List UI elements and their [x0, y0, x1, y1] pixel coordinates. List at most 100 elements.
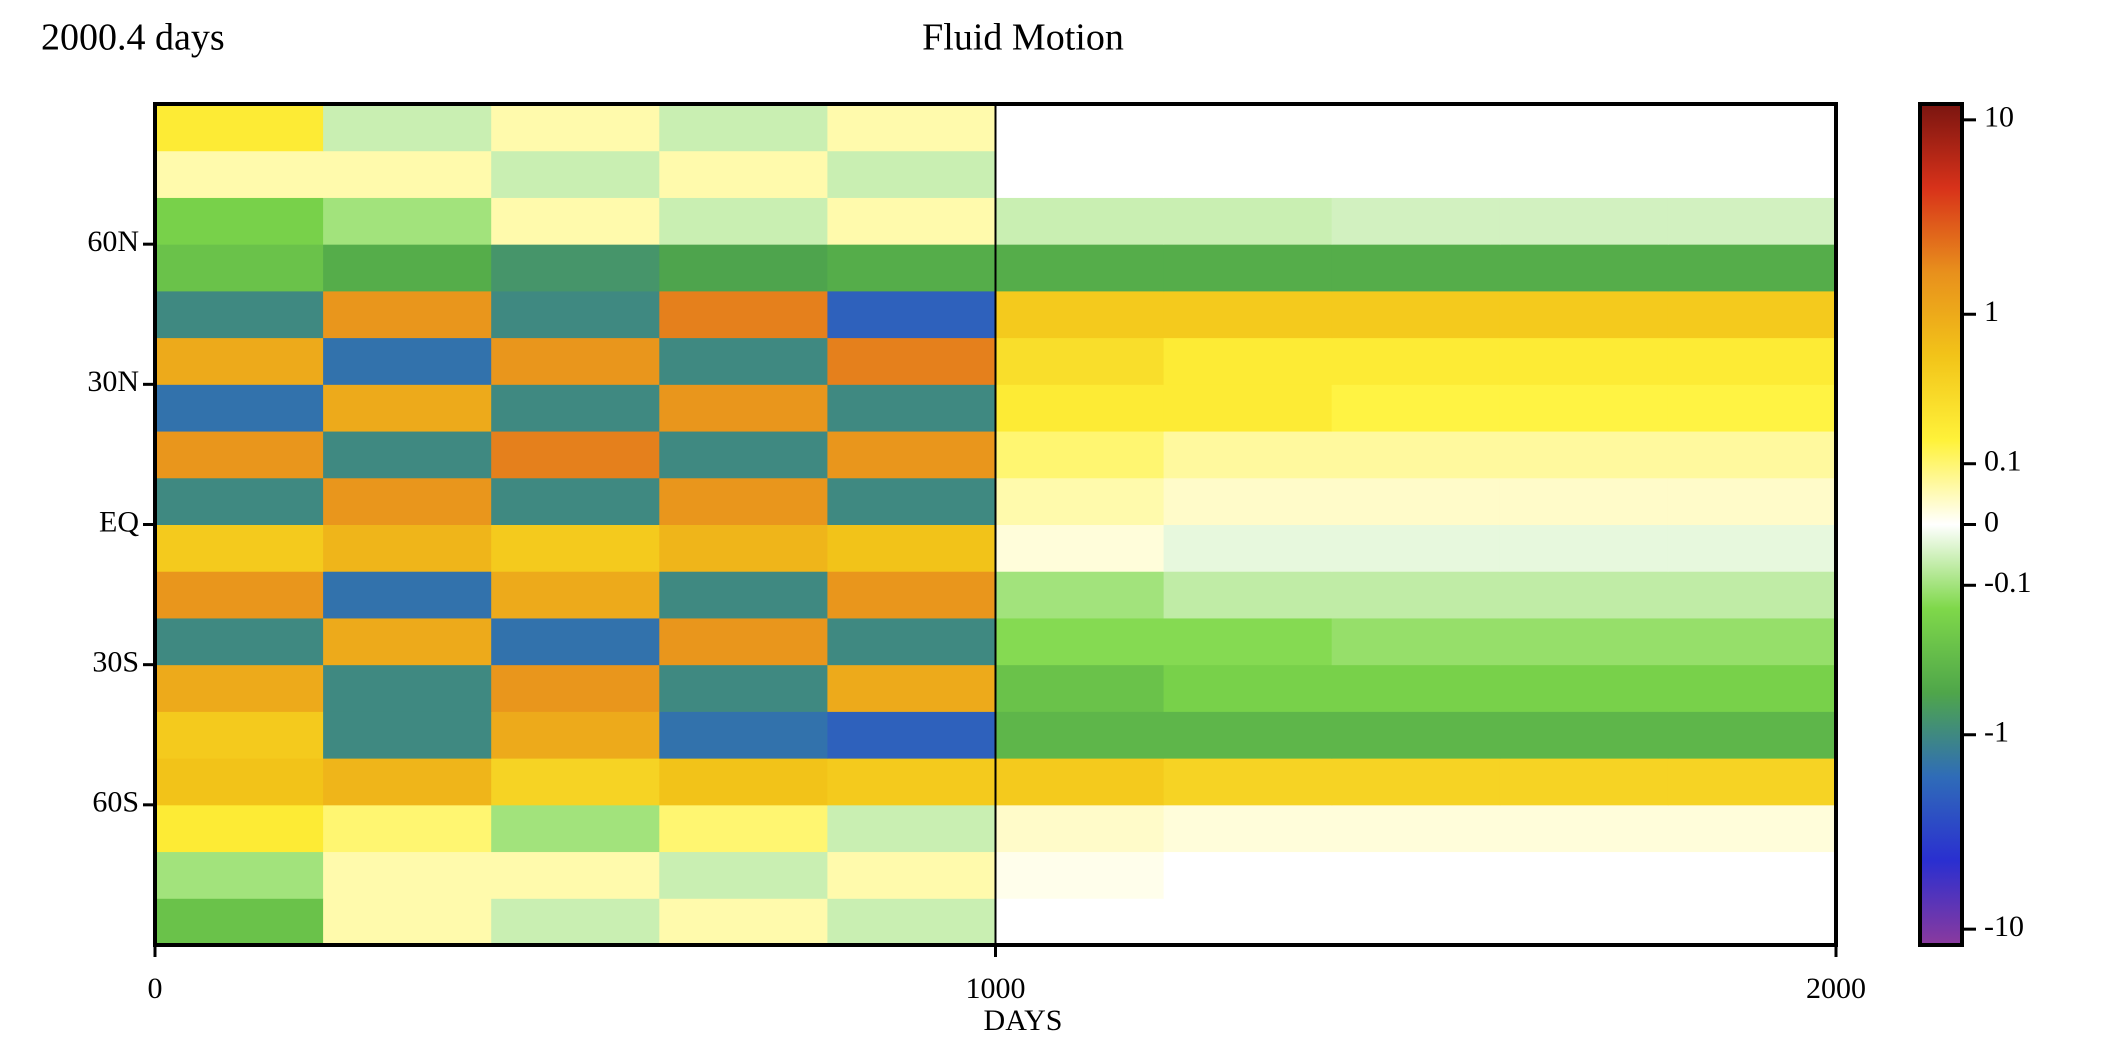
heatmap-cell	[1667, 431, 1837, 479]
heatmap-cell	[1499, 477, 1669, 525]
heatmap-cell	[323, 337, 492, 385]
colorbar-tick-label: 0.1	[1984, 445, 2022, 478]
heatmap-cell	[1163, 431, 1333, 479]
heatmap-cell	[323, 150, 492, 198]
heatmap-cell	[1331, 851, 1501, 899]
heatmap-cell	[1163, 898, 1333, 946]
heatmap-cell	[1499, 758, 1669, 806]
chart-title: Fluid Motion	[922, 17, 1124, 59]
heatmap-cell	[155, 431, 324, 479]
heatmap-cell	[323, 804, 492, 853]
heatmap-cell	[1667, 290, 1837, 339]
heatmap-cell	[323, 617, 492, 666]
y-tick-label: 60S	[92, 786, 139, 819]
heatmap-cell	[827, 571, 996, 619]
x-axis-label: DAYS	[984, 1004, 1063, 1037]
heatmap-cell	[323, 244, 492, 292]
heatmap-cell	[491, 150, 660, 198]
colorbar-tick-label: -0.1	[1984, 566, 2032, 599]
heatmap-cell	[155, 617, 324, 666]
heatmap-cell	[995, 758, 1165, 806]
heatmap-cell	[1499, 337, 1669, 385]
heatmap-cell	[1667, 664, 1837, 712]
heatmap-cell	[491, 337, 660, 385]
heatmap-cell	[491, 290, 660, 339]
heatmap-cell	[491, 571, 660, 619]
heatmap-cell	[491, 197, 660, 245]
heatmap-cell	[995, 898, 1165, 946]
heatmap-cell	[1163, 571, 1333, 619]
heatmap-cell	[1163, 711, 1333, 759]
heatmap-cell	[155, 804, 324, 853]
heatmap-cell	[659, 290, 828, 339]
colorbar-tick-label: 10	[1984, 101, 2014, 134]
heatmap-cell	[1163, 664, 1333, 712]
heatmap-cell	[1331, 711, 1501, 759]
heatmap-cell	[155, 711, 324, 759]
heatmap-cell	[323, 571, 492, 619]
heatmap-cell	[1499, 150, 1669, 198]
heatmap-cell	[155, 197, 324, 245]
heatmap-cell	[1667, 804, 1837, 853]
heatmap-cell	[995, 524, 1165, 572]
colorbar-tick-label: -1	[1984, 716, 2009, 749]
heatmap-cell	[1667, 758, 1837, 806]
heatmap-cell	[995, 384, 1165, 432]
heatmap-cell	[827, 150, 996, 198]
heatmap-cell	[155, 384, 324, 432]
heatmap-cell	[1499, 290, 1669, 339]
heatmap-cell	[323, 758, 492, 806]
x-tick-label: 1000	[966, 972, 1026, 1005]
heatmap-cell	[1163, 617, 1333, 666]
heatmap-cell	[491, 104, 660, 152]
heatmap-cell	[1331, 197, 1501, 245]
x-tick-label: 2000	[1806, 972, 1866, 1005]
heatmap-cell	[1163, 851, 1333, 899]
heatmap-cell	[659, 711, 828, 759]
heatmap-cell	[995, 477, 1165, 525]
heatmap-cell	[491, 524, 660, 572]
heatmap-cell	[1163, 150, 1333, 198]
heatmap-cell	[1667, 898, 1837, 946]
heatmap-cell	[1499, 524, 1669, 572]
y-tick-label: 30N	[87, 365, 139, 398]
heatmap-cell	[659, 898, 828, 946]
y-tick-label: 60N	[87, 225, 139, 258]
heatmap-cell	[491, 711, 660, 759]
heatmap-cell	[1331, 384, 1501, 432]
heatmap-cell	[1667, 711, 1837, 759]
y-tick-label: EQ	[99, 505, 139, 538]
heatmap-cell	[491, 664, 660, 712]
heatmap-cell	[1163, 477, 1333, 525]
heatmap-cell	[1331, 571, 1501, 619]
heatmap-cell	[827, 290, 996, 339]
heatmap-cell	[995, 244, 1165, 292]
heatmap-cell	[323, 384, 492, 432]
heatmap-cell	[995, 571, 1165, 619]
heatmap-cell	[1331, 524, 1501, 572]
heatmap-cell	[827, 197, 996, 245]
heatmap-cell	[491, 758, 660, 806]
heatmap-cell	[323, 290, 492, 339]
heatmap-cell	[1499, 244, 1669, 292]
heatmap-cell	[1331, 290, 1501, 339]
heatmap-cell	[1499, 898, 1669, 946]
heatmap-cell	[155, 104, 324, 152]
heatmap-cell	[1667, 617, 1837, 666]
heatmap-cell	[995, 851, 1165, 899]
heatmap-cell	[1163, 244, 1333, 292]
heatmap-cell	[827, 851, 996, 899]
heatmap-cell	[1331, 431, 1501, 479]
heatmap-cell	[491, 384, 660, 432]
heatmap-cell	[1331, 758, 1501, 806]
heatmap-cell	[659, 571, 828, 619]
heatmap-cell	[155, 571, 324, 619]
heatmap-cell	[659, 758, 828, 806]
heatmap-cell	[323, 898, 492, 946]
y-tick-label: 30S	[92, 646, 139, 679]
heatmap-cell	[1331, 804, 1501, 853]
x-tick-label: 0	[148, 972, 163, 1005]
heatmap-cell	[1499, 197, 1669, 245]
heatmap-cell	[827, 244, 996, 292]
heatmap-cell	[1331, 617, 1501, 666]
